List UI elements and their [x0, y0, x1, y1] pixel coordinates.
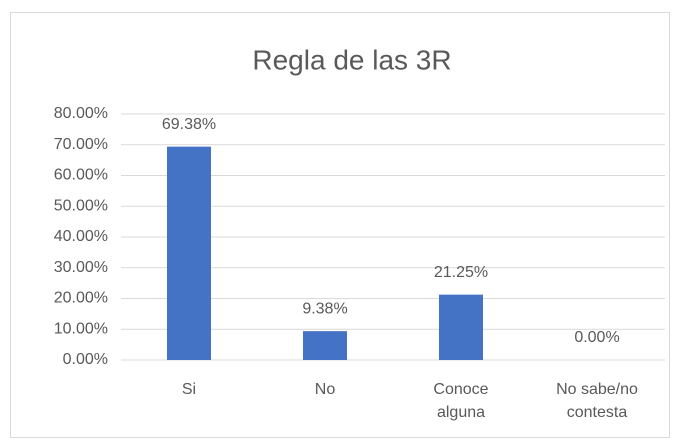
y-tick-label: 30.00%	[54, 259, 108, 276]
y-tick-label: 40.00%	[54, 228, 108, 245]
y-tick-label: 20.00%	[54, 290, 108, 307]
y-tick-label: 0.00%	[63, 351, 108, 368]
data-label: 69.38%	[162, 116, 216, 133]
y-tick-label: 70.00%	[54, 136, 108, 153]
data-label: 21.25%	[434, 264, 488, 281]
x-tick-label: Si	[181, 381, 197, 398]
y-tick-label: 80.00%	[54, 105, 108, 122]
chart-border	[10, 12, 670, 438]
y-tick-label: 10.00%	[54, 320, 108, 337]
x-tick-label: Conoce alguna	[433, 381, 489, 421]
data-label: 0.00%	[574, 329, 619, 346]
bar	[439, 294, 483, 360]
bar	[303, 331, 347, 360]
chart-title: Regla de las 3R	[252, 44, 451, 75]
bar	[167, 146, 211, 360]
x-tick-label: No sabe/no contesta	[556, 381, 638, 421]
data-label: 9.38%	[302, 300, 347, 317]
x-tick-label: No	[314, 381, 336, 398]
y-tick-label: 50.00%	[54, 197, 108, 214]
y-tick-label: 60.00%	[54, 167, 108, 184]
